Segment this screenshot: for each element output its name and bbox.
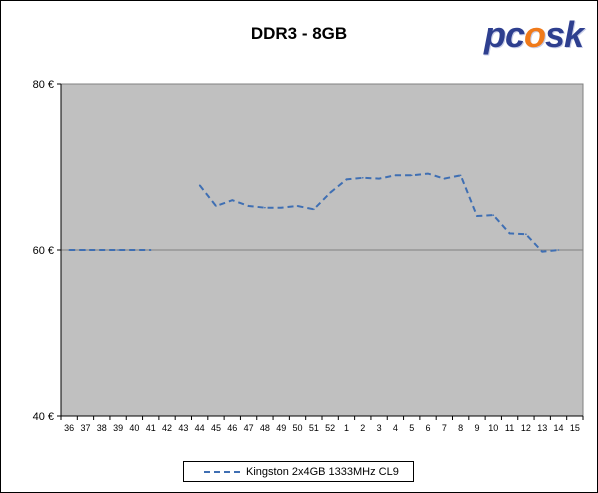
data-point	[525, 233, 527, 236]
x-tick-label: 14	[554, 423, 564, 433]
x-tick-label: 44	[195, 423, 205, 433]
data-point	[149, 249, 152, 251]
x-tick-label: 2	[360, 423, 365, 433]
data-point	[541, 250, 544, 253]
y-tick-label: 60 €	[33, 245, 54, 257]
x-tick-label: 46	[227, 423, 237, 433]
x-tick-label: 42	[162, 423, 172, 433]
data-point	[68, 249, 70, 251]
y-tick-label: 80 €	[33, 79, 54, 91]
data-point	[394, 174, 397, 177]
data-point	[443, 177, 446, 180]
data-point	[459, 174, 462, 177]
data-point	[100, 249, 103, 251]
x-tick-label: 11	[505, 423, 514, 433]
data-point	[231, 199, 234, 201]
data-point	[557, 249, 560, 251]
data-point	[215, 205, 217, 207]
x-tick-label: 13	[537, 423, 547, 433]
x-tick-label: 5	[409, 423, 414, 433]
x-tick-label: 38	[97, 423, 107, 433]
x-tick-label: 43	[178, 423, 188, 433]
data-point	[345, 178, 348, 181]
data-point	[84, 249, 87, 251]
x-tick-label: 48	[260, 423, 270, 433]
x-tick-label: 36	[64, 423, 74, 433]
x-tick-label: 37	[80, 423, 90, 433]
x-tick-label: 8	[458, 423, 463, 433]
data-point	[247, 205, 250, 207]
x-tick-label: 3	[377, 423, 382, 433]
x-tick-label: 45	[211, 423, 221, 433]
data-point	[410, 174, 413, 177]
x-tick-label: 1	[344, 423, 349, 433]
data-point	[329, 191, 331, 194]
x-tick-label: 47	[244, 423, 254, 433]
y-tick-label: 40 €	[33, 411, 54, 423]
pcask-logo: pcosk	[484, 14, 584, 55]
data-point	[378, 177, 380, 180]
x-tick-label: 6	[426, 423, 431, 433]
data-point	[313, 208, 315, 211]
x-tick-label: 7	[442, 423, 447, 433]
x-tick-label: 12	[521, 423, 531, 433]
x-tick-label: 50	[293, 423, 303, 433]
x-tick-label: 52	[325, 423, 335, 433]
data-point	[361, 176, 364, 179]
data-point	[296, 205, 299, 207]
x-tick-label: 40	[129, 423, 139, 433]
x-tick-label: 4	[393, 423, 398, 433]
legend-label: Kingston 2x4GB 1333MHz CL9	[246, 465, 399, 478]
x-tick-label: 51	[309, 423, 319, 433]
x-tick-label: 39	[113, 423, 123, 433]
x-tick-label: 49	[276, 423, 286, 433]
data-point	[280, 206, 283, 209]
chart-title: DDR3 - 8GB	[250, 24, 348, 43]
data-point	[508, 232, 511, 235]
data-point	[476, 215, 478, 217]
legend: Kingston 2x4GB 1333MHz CL9	[183, 461, 414, 482]
x-tick-label: 41	[146, 423, 156, 433]
legend-line-swatch	[204, 470, 240, 473]
x-tick-label: 9	[474, 423, 479, 433]
x-tick-label: 15	[570, 423, 580, 433]
data-point	[117, 249, 119, 251]
data-point	[264, 206, 266, 209]
x-tick-label: 10	[488, 423, 498, 433]
data-point	[427, 172, 429, 175]
data-point	[133, 249, 136, 251]
data-point	[198, 184, 201, 187]
data-point	[492, 214, 495, 216]
